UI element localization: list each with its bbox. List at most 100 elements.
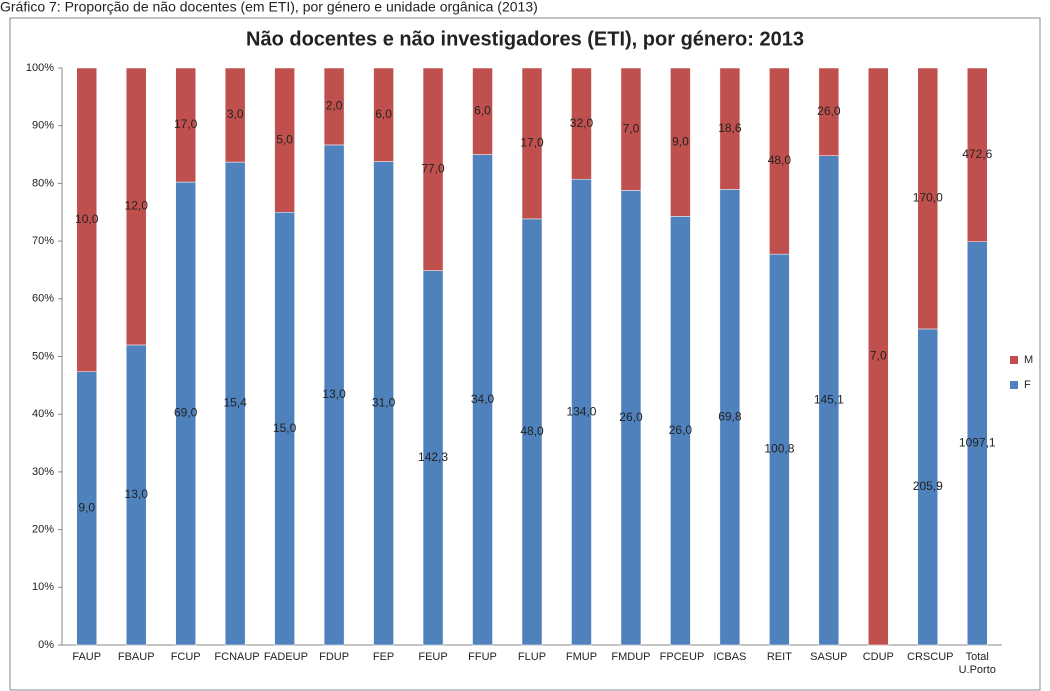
x-tick-label-box: FLUP [517, 651, 547, 663]
bar-segment [620, 67, 642, 191]
data-label: 17,0 [174, 117, 198, 131]
y-tick-label: 70% [32, 235, 54, 247]
y-tick-label: 10% [32, 581, 54, 593]
bar-segment [76, 67, 97, 372]
data-label: 1097,1 [959, 436, 996, 450]
data-label: 31,0 [372, 395, 396, 409]
data-label: 26,0 [619, 410, 643, 424]
data-label: 17,0 [520, 136, 544, 150]
x-tick-label: CDUP [862, 651, 894, 663]
x-tick-label-box: FMUP [566, 651, 597, 663]
y-tick-label: 60% [32, 293, 54, 305]
bar-segment [175, 67, 196, 183]
data-label: 6,0 [474, 103, 491, 117]
bar-segment [719, 67, 741, 190]
x-tick-label-box: FAUP [72, 651, 102, 663]
x-tick-label-box: CRSCUP [907, 651, 954, 663]
x-tick-label-box: FPCEUP [659, 651, 705, 663]
x-tick-label-box: FCNAUP [214, 651, 260, 663]
chart-frame [9, 17, 1041, 691]
data-label: 10,0 [75, 212, 99, 226]
data-label: 26,0 [669, 423, 693, 437]
x-tick-label: REIT [766, 651, 792, 663]
x-tick-label: SASUP [810, 651, 848, 663]
bar-segment [571, 67, 592, 180]
legend-label: F [1024, 379, 1031, 391]
x-tick-label-box: SASUP [810, 651, 848, 663]
data-label: 205,9 [913, 479, 943, 493]
data-label: 134,0 [566, 404, 596, 418]
bar-segment [274, 67, 295, 213]
x-tick-label-box: FEUP [418, 651, 448, 663]
y-tick-label: 90% [32, 120, 54, 132]
x-tick-label-box: REIT [766, 651, 792, 663]
y-tick-label: 30% [32, 466, 54, 478]
y-tick-label: 20% [32, 524, 54, 536]
data-label: 48,0 [768, 153, 792, 167]
x-tick-label-box: ICBAS [713, 651, 746, 663]
x-tick-label-box: FDUP [319, 651, 350, 663]
legend-swatch [1010, 381, 1018, 389]
bar-segment [224, 67, 246, 163]
x-tick-label: FAUP [72, 651, 102, 663]
data-label: 145,1 [814, 393, 844, 407]
chart-title: Não docentes e não investigadores (ETI),… [246, 28, 804, 50]
data-label: 5,0 [276, 132, 293, 146]
bar-segment [472, 67, 493, 155]
x-tick-label: FCNAUP [214, 651, 260, 663]
x-tick-label: FPCEUP [659, 651, 705, 663]
data-label: 69,0 [174, 406, 198, 420]
legend-label: M [1024, 354, 1033, 366]
data-label: 13,0 [322, 387, 346, 401]
data-label: 48,0 [520, 424, 544, 438]
data-label: 34,0 [471, 392, 495, 406]
x-tick-label: FMDUP [611, 651, 651, 663]
x-tick-label: FCUP [170, 651, 201, 663]
data-label: 15,0 [273, 421, 297, 435]
bar-segment [818, 67, 840, 156]
x-tick-label: FEP [372, 651, 395, 663]
bar-segment [769, 67, 790, 255]
x-tick-label-box: CDUP [862, 651, 894, 663]
x-tick-label: FBAUP [117, 651, 155, 663]
data-label: 6,0 [375, 107, 392, 121]
bar-segment [373, 67, 394, 162]
data-label: 12,0 [125, 199, 149, 213]
bar-segment [125, 67, 147, 346]
x-tick-label-box: FFUP [468, 651, 497, 663]
data-label: 9,0 [78, 501, 95, 515]
bar-segment [917, 67, 939, 330]
x-tick-label: FLUP [517, 651, 547, 663]
data-label: 7,0 [870, 349, 887, 363]
data-label: 3,0 [227, 107, 244, 121]
x-tick-label: FEUP [418, 651, 448, 663]
data-label: 15,4 [223, 396, 247, 410]
x-tick-label-box: FEP [372, 651, 395, 663]
data-label: 142,3 [418, 450, 448, 464]
bar-segment [670, 67, 691, 217]
bar-segment [422, 67, 444, 271]
bar-segment [868, 67, 889, 646]
caption: Gráfico 7: Proporção de não docentes (em… [0, 0, 538, 15]
x-tick-label-box: FADEUP [263, 651, 308, 663]
data-label: 26,0 [817, 104, 841, 118]
y-tick-label: 100% [26, 62, 54, 74]
data-label: 32,0 [570, 116, 594, 130]
x-tick-label: FFUP [468, 651, 497, 663]
bar-segment [521, 67, 543, 220]
data-label: 170,0 [913, 191, 943, 205]
data-label: 13,0 [125, 487, 149, 501]
y-tick-label: 40% [32, 408, 54, 420]
data-label: 472,6 [962, 147, 992, 161]
data-label: 2,0 [326, 99, 343, 113]
x-tick-label: FDUP [319, 651, 350, 663]
x-tick-label: CRSCUP [907, 651, 954, 663]
y-tick-label: 0% [38, 639, 54, 651]
legend-swatch [1010, 356, 1018, 364]
x-tick-label-box: FCUP [170, 651, 201, 663]
x-tick-label: FADEUP [263, 651, 308, 663]
data-label: 7,0 [623, 121, 640, 135]
data-label: 100,8 [764, 442, 794, 456]
x-tick-label-box: Total U.Porto [959, 651, 996, 676]
